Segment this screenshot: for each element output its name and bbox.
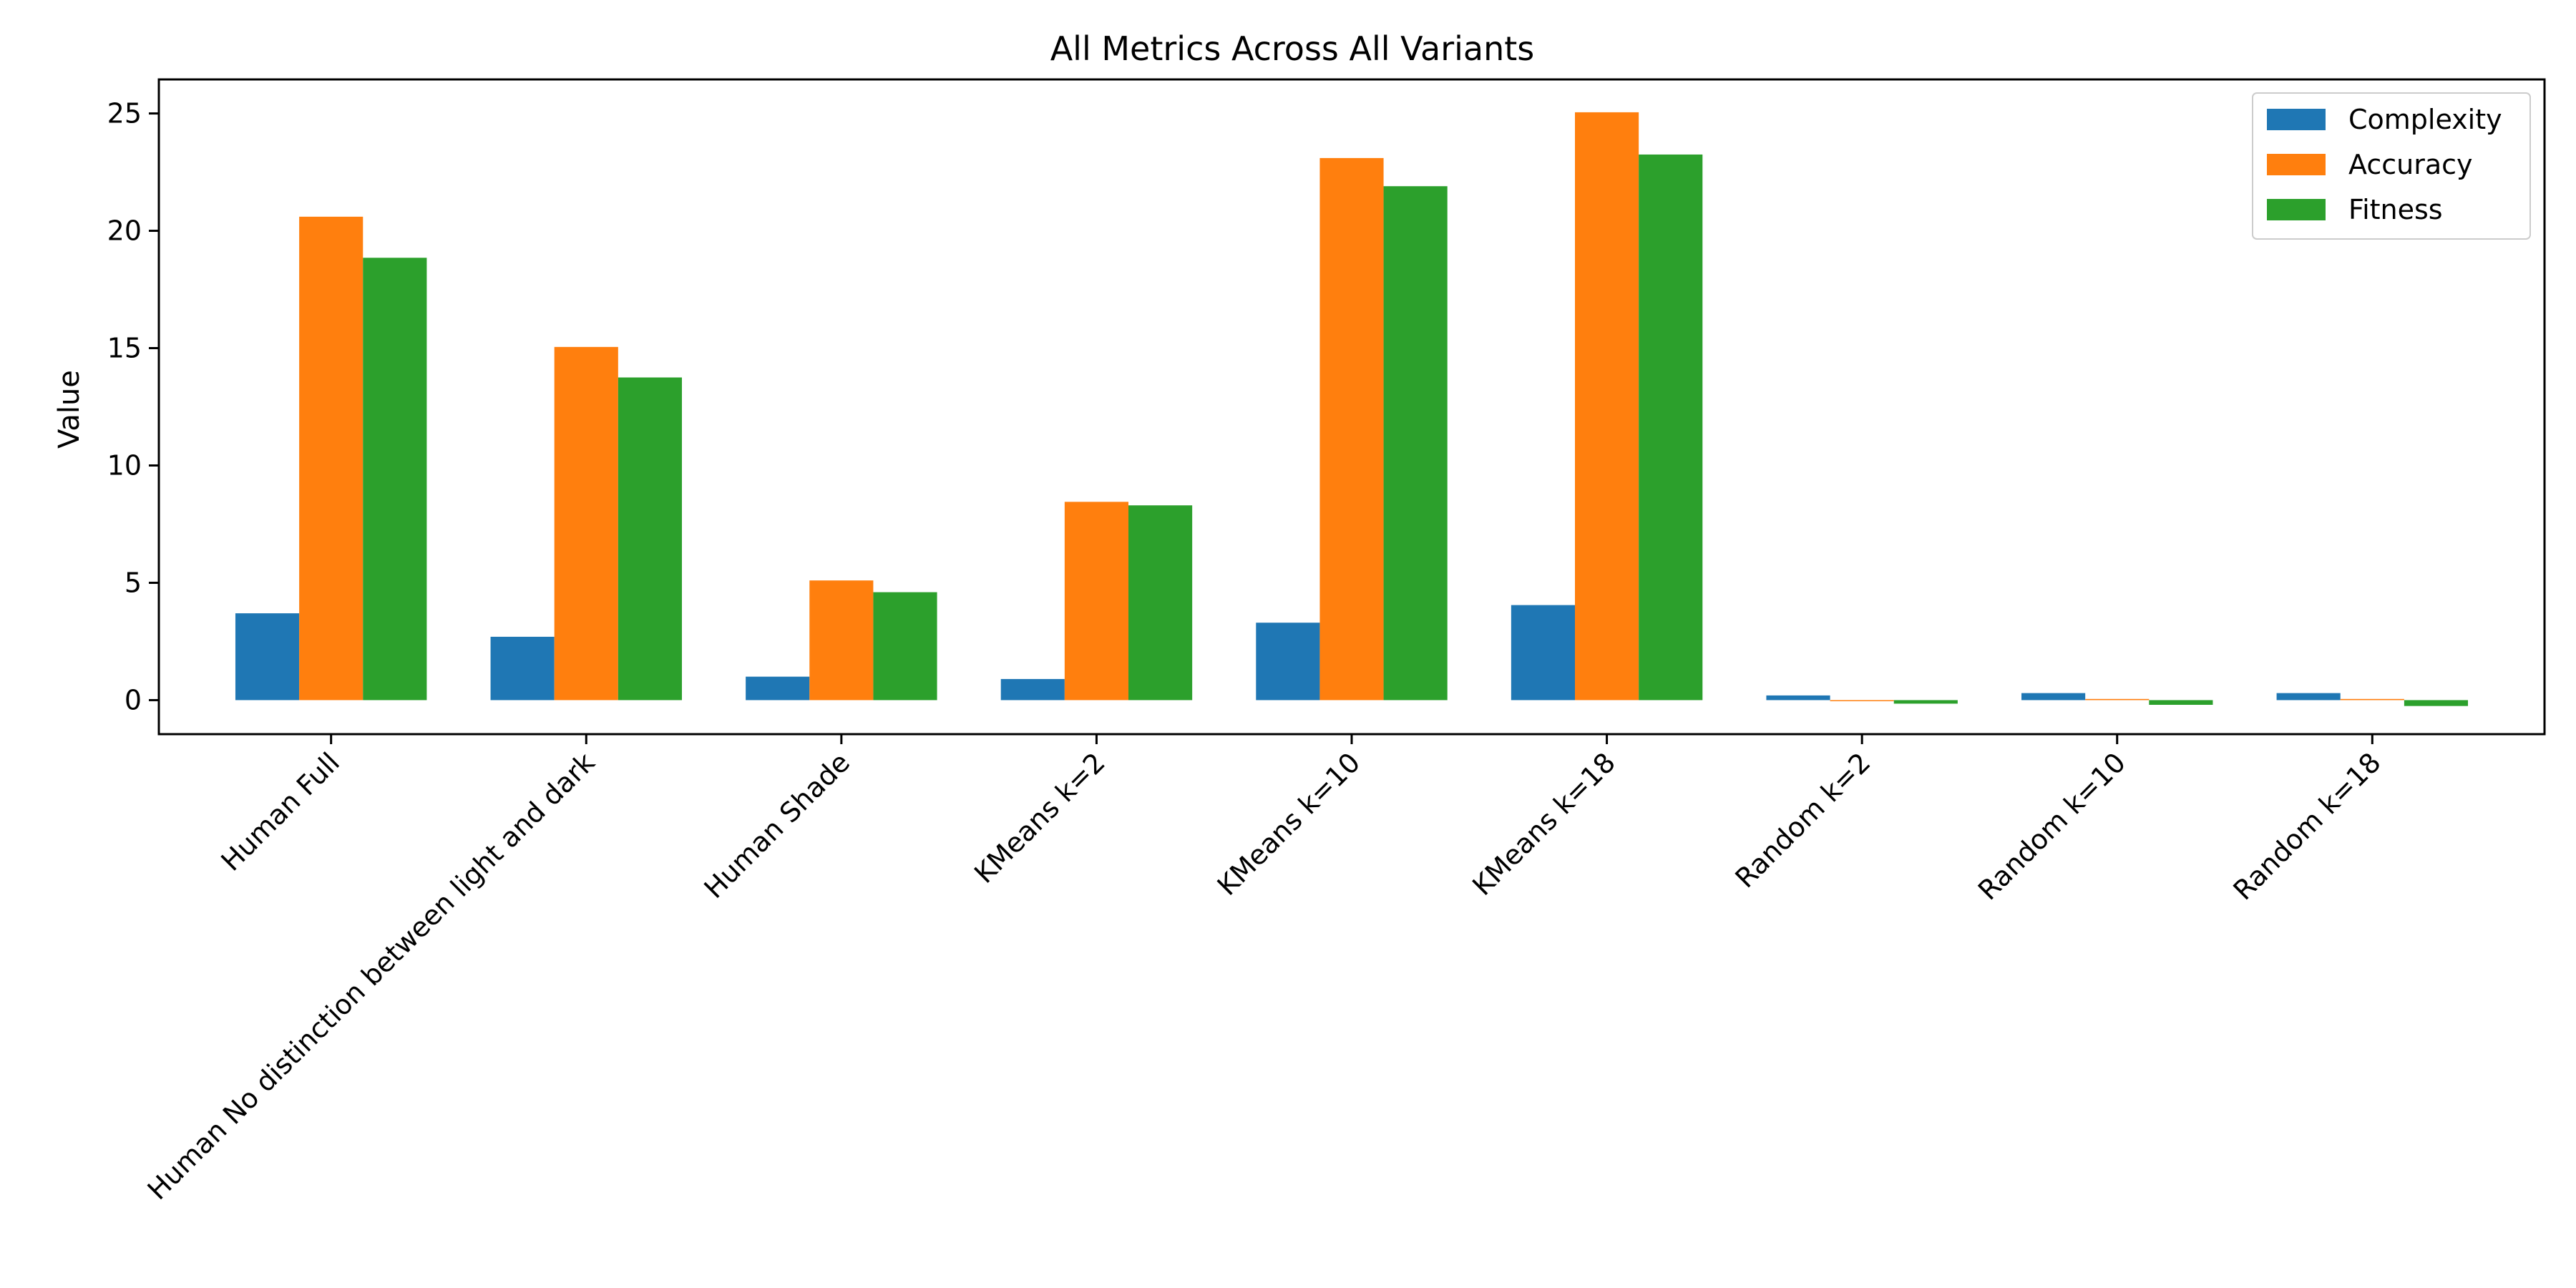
bar-complexity-kmeans-k-18 <box>1511 605 1575 701</box>
y-tick-label: 20 <box>107 215 142 247</box>
bar-accuracy-kmeans-k-18 <box>1575 112 1639 701</box>
legend-label-fitness: Fitness <box>2348 194 2443 225</box>
bar-accuracy-human-shade <box>809 580 874 701</box>
y-tick-label: 0 <box>125 684 142 716</box>
y-axis-label: Value <box>53 370 86 449</box>
legend-swatch-fitness <box>2267 199 2326 220</box>
bar-complexity-random-k-2 <box>1766 695 1830 701</box>
bars-group <box>235 112 2469 706</box>
bar-complexity-human-no-distinction-between-light-and-dark <box>490 636 555 701</box>
y-tick-label: 25 <box>107 98 142 130</box>
bar-complexity-human-full <box>235 613 300 701</box>
bar-complexity-kmeans-k-10 <box>1256 623 1320 701</box>
bar-complexity-kmeans-k-2 <box>1000 678 1065 701</box>
legend-swatch-complexity <box>2267 109 2326 130</box>
plot-frame <box>157 78 2546 736</box>
bar-fitness-human-no-distinction-between-light-and-dark <box>618 377 682 701</box>
bar-accuracy-random-k-10 <box>2085 698 2150 701</box>
bar-fitness-random-k-10 <box>2149 700 2213 706</box>
bar-accuracy-human-full <box>299 216 364 701</box>
bar-fitness-human-shade <box>873 592 937 701</box>
chart-title: All Metrics Across All Variants <box>1050 29 1535 68</box>
bar-fitness-human-full <box>363 258 427 701</box>
bar-accuracy-random-k-2 <box>1830 700 1894 701</box>
bar-accuracy-kmeans-k-10 <box>1319 157 1384 701</box>
bar-complexity-random-k-18 <box>2276 693 2341 701</box>
y-axis: 0 5 10 15 20 25 <box>107 98 159 716</box>
bar-fitness-kmeans-k-10 <box>1383 186 1448 701</box>
bar-complexity-human-shade <box>746 676 810 701</box>
bar-fitness-kmeans-k-18 <box>1639 154 1703 701</box>
legend-label-accuracy: Accuracy <box>2348 149 2473 180</box>
bar-accuracy-human-no-distinction-between-light-and-dark <box>554 346 618 701</box>
legend-swatch-accuracy <box>2267 154 2326 175</box>
bar-accuracy-kmeans-k-2 <box>1064 502 1128 701</box>
bar-fitness-kmeans-k-2 <box>1128 505 1193 701</box>
legend-label-complexity: Complexity <box>2348 104 2502 135</box>
bar-accuracy-random-k-18 <box>2340 698 2404 701</box>
bar-complexity-random-k-10 <box>2021 693 2086 701</box>
y-tick-label: 15 <box>107 333 142 364</box>
bar-fitness-random-k-2 <box>1893 700 1958 704</box>
bar-fitness-random-k-18 <box>2404 700 2469 706</box>
legend: Complexity Accuracy Fitness <box>2252 92 2531 240</box>
y-tick-label: 10 <box>107 449 142 481</box>
y-tick-label: 5 <box>125 567 142 598</box>
